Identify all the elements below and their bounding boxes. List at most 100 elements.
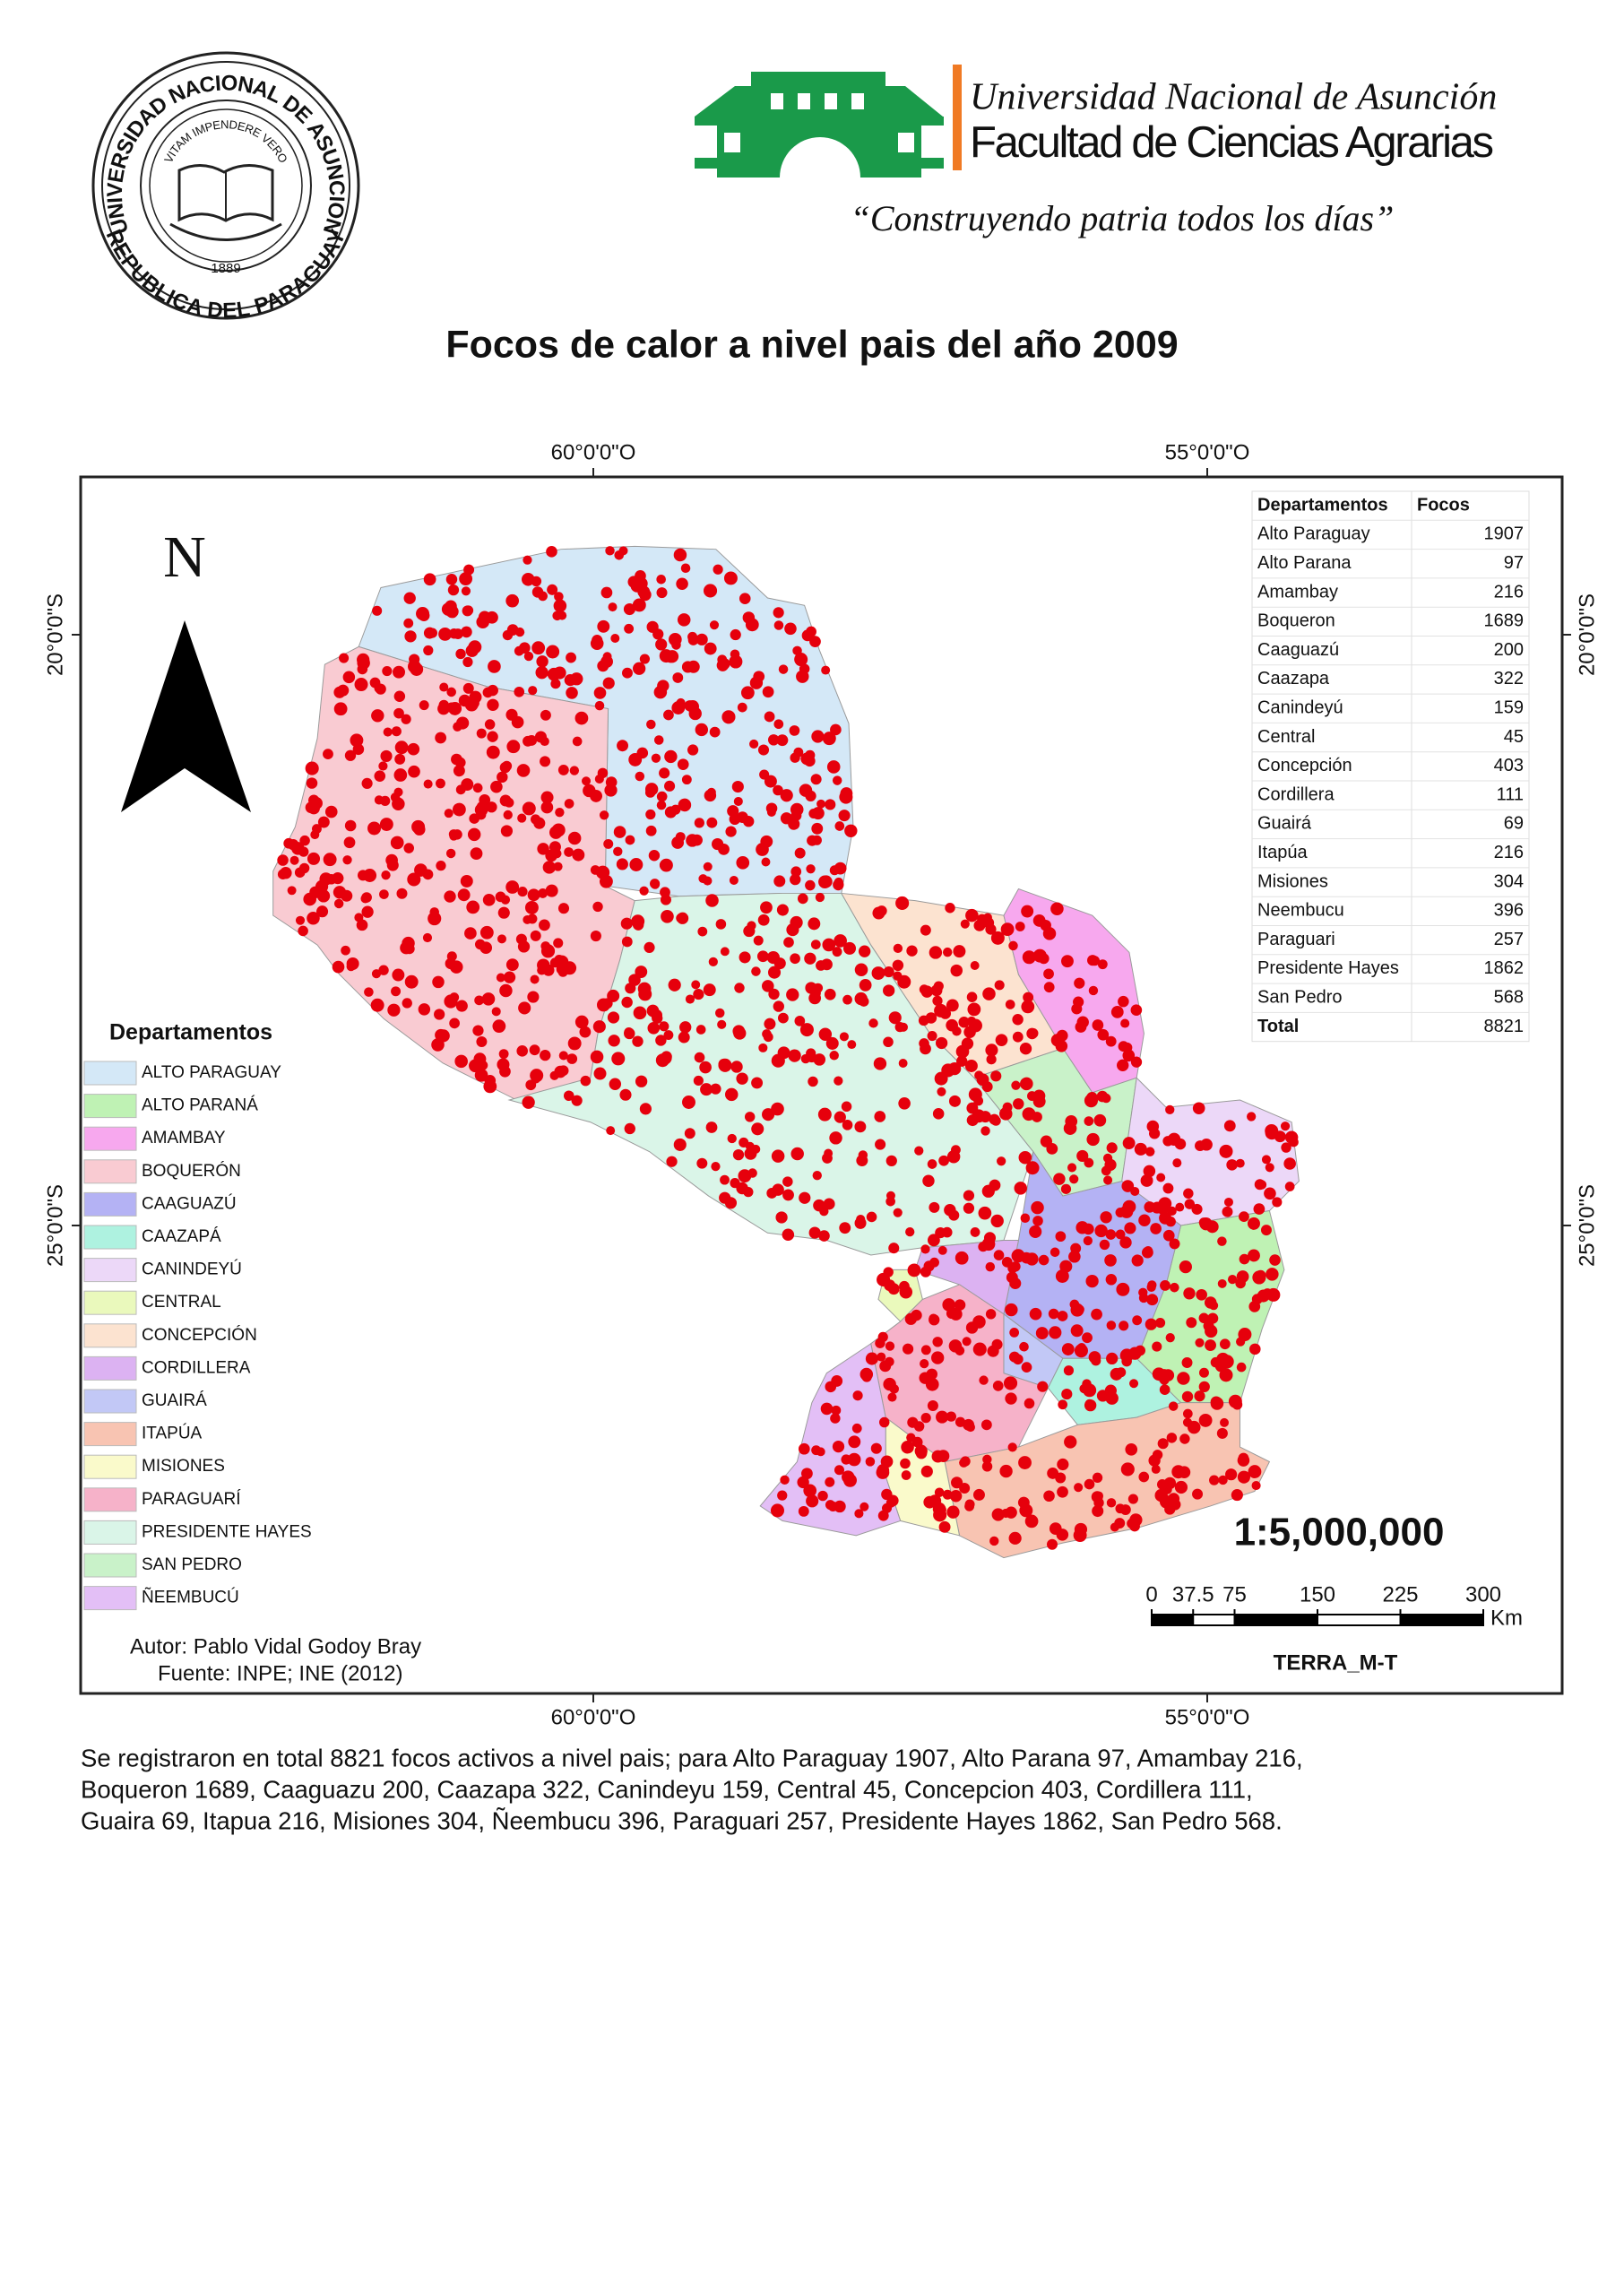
- hotspot: [1069, 1174, 1079, 1184]
- hotspot: [966, 1114, 979, 1127]
- hotspot: [920, 924, 931, 936]
- hotspot: [1092, 1505, 1104, 1518]
- hotspot: [1122, 1137, 1136, 1150]
- hotspot: [1148, 1454, 1161, 1467]
- hotspot: [432, 975, 445, 989]
- hotspot: [379, 889, 389, 899]
- hotspot: [632, 1035, 644, 1047]
- hotspot: [423, 645, 434, 656]
- hotspot: [1042, 927, 1057, 940]
- hotspot: [747, 1168, 757, 1178]
- hotspot: [883, 966, 894, 978]
- hotspot: [751, 966, 761, 976]
- hotspot: [920, 1413, 931, 1424]
- hotspot: [1216, 1352, 1230, 1366]
- hotspot: [557, 611, 567, 620]
- hotspot: [793, 747, 804, 758]
- hotspot: [530, 974, 540, 984]
- hotspot: [777, 1046, 790, 1060]
- hotspot: [536, 655, 549, 668]
- hotspot: [948, 1339, 963, 1353]
- hotspot: [528, 686, 538, 696]
- hotspot: [730, 1061, 743, 1073]
- hotspot: [624, 1122, 635, 1135]
- hotspot: [985, 1261, 996, 1272]
- hotspot: [647, 1022, 661, 1035]
- hotspot: [1146, 1282, 1156, 1292]
- hotspot: [636, 747, 649, 759]
- hotspot: [1184, 1199, 1196, 1209]
- hotspot: [1043, 982, 1055, 993]
- map: [272, 545, 1300, 1559]
- hotspot: [402, 998, 412, 1009]
- hotspot: [1192, 1102, 1205, 1115]
- table-cell: Presidente Hayes: [1257, 958, 1399, 978]
- hotspot: [718, 1058, 732, 1072]
- hotspot: [476, 728, 487, 739]
- hotspot: [1141, 1246, 1153, 1259]
- hotspot: [1053, 1173, 1066, 1185]
- hotspot: [1177, 1372, 1190, 1385]
- hotspot: [672, 672, 684, 683]
- hotspot: [965, 1422, 975, 1433]
- hotspot: [1178, 1466, 1191, 1479]
- hotspot: [822, 938, 836, 952]
- hotspot: [574, 711, 589, 725]
- hotspot: [929, 1257, 939, 1268]
- hotspot: [656, 791, 668, 802]
- hotspots: [277, 546, 1299, 1550]
- hotspot: [566, 687, 578, 699]
- hotspot: [1218, 1475, 1228, 1485]
- hotspot: [592, 635, 603, 646]
- hotspot: [1015, 922, 1025, 931]
- hotspot: [481, 926, 492, 938]
- hotspot: [967, 1002, 981, 1017]
- hotspot: [1082, 1332, 1093, 1344]
- legend-swatch: [83, 1323, 137, 1348]
- hotspot: [357, 870, 369, 881]
- hotspot: [693, 989, 704, 1000]
- hotspot: [751, 1077, 764, 1089]
- table-cell: 159: [1494, 698, 1524, 718]
- hotspot: [465, 644, 479, 657]
- hotspot: [946, 1505, 960, 1519]
- seal-motto: VITAM IMPENDERE VERO: [162, 118, 290, 166]
- hotspot: [333, 702, 348, 716]
- hotspot: [633, 662, 646, 675]
- hotspot: [661, 1051, 672, 1062]
- hotspot: [557, 903, 570, 914]
- hotspot: [580, 1075, 592, 1087]
- hotspot: [540, 756, 551, 767]
- hotspot: [993, 1250, 1005, 1260]
- caption-line: Boqueron 1689, Caaguazu 200, Caazapa 322…: [81, 1775, 1253, 1803]
- hotspot: [834, 1111, 846, 1123]
- hotspot: [635, 1075, 648, 1087]
- hotspot: [404, 943, 415, 955]
- hotspot: [1088, 1351, 1101, 1364]
- hotspot: [739, 1137, 749, 1148]
- hotspot: [1086, 1132, 1100, 1147]
- hotspot: [980, 1419, 992, 1431]
- hotspot: [721, 710, 736, 724]
- hotspot: [956, 1055, 968, 1067]
- hotspot: [868, 1018, 878, 1028]
- hotspot: [1050, 902, 1064, 916]
- hotspot: [592, 1020, 606, 1034]
- hotspot: [1143, 1165, 1156, 1178]
- hotspot: [621, 996, 633, 1009]
- hotspot: [1196, 1288, 1207, 1301]
- hotspot: [1076, 1149, 1089, 1163]
- table-cell: Neembucu: [1257, 901, 1344, 921]
- hotspot: [1012, 1031, 1024, 1043]
- hotspot: [357, 653, 370, 666]
- hotspot: [797, 893, 808, 905]
- hotspot: [766, 1188, 778, 1199]
- hotspot: [1266, 1287, 1281, 1302]
- hotspot: [937, 1087, 946, 1096]
- hotspot: [1106, 1321, 1117, 1330]
- hotspot: [1065, 1115, 1078, 1128]
- hotspot: [931, 1351, 945, 1364]
- hotspot: [646, 719, 656, 730]
- hotspot: [839, 1222, 851, 1234]
- hotspot: [725, 826, 737, 837]
